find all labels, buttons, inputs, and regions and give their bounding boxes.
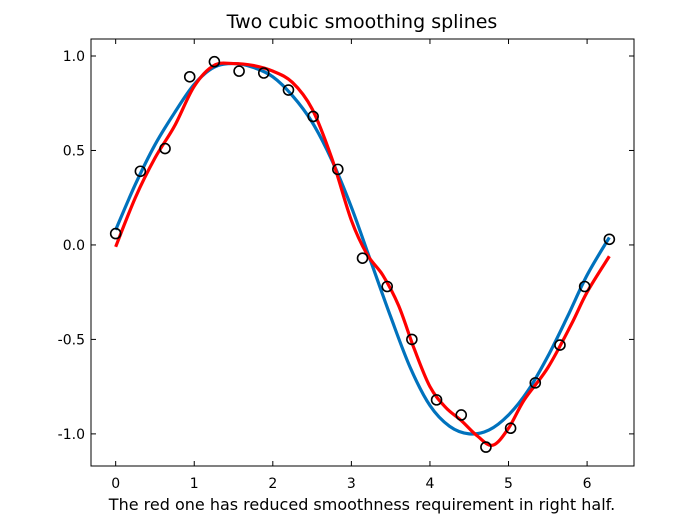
data-point-marker — [578, 280, 591, 293]
series-layer — [114, 61, 611, 447]
data-point-marker — [332, 163, 344, 176]
y-tick-label: -1.0 — [58, 427, 85, 443]
x-axis: 0 1 2 3 4 5 6 — [111, 39, 592, 492]
y-axis: 1.0 0.5 0.0 -0.5 -1.0 — [58, 49, 634, 443]
data-point-marker — [233, 65, 245, 77]
data-point-marker — [183, 70, 196, 83]
data-point-marker — [430, 394, 443, 406]
data-point-marker — [529, 377, 542, 389]
data-point-marker — [159, 142, 171, 155]
data-point-marker — [257, 67, 270, 79]
x-tick-label: 2 — [268, 476, 277, 492]
x-tick-label: 4 — [425, 476, 434, 492]
x-tick-label: 5 — [504, 476, 513, 492]
data-point-marker — [455, 409, 468, 421]
data-point-marker — [504, 422, 517, 435]
data-point-marker — [603, 233, 616, 246]
data-point-marker — [554, 339, 566, 351]
red-spline-line — [114, 61, 611, 447]
y-tick-label: 1.0 — [63, 49, 85, 65]
x-tick-label: 3 — [347, 476, 356, 492]
x-axis-label: The red one has reduced smoothness requi… — [108, 495, 615, 514]
chart-title: Two cubic smoothing splines — [226, 11, 498, 33]
data-point-marker — [208, 55, 221, 68]
data-point-marker — [406, 333, 418, 346]
data-point-marker — [109, 227, 122, 240]
y-tick-label: -0.5 — [58, 332, 85, 348]
x-tick-label: 0 — [111, 476, 120, 492]
data-point-marker — [381, 280, 393, 293]
x-tick-label: 1 — [190, 476, 199, 492]
data-point-marker — [307, 110, 319, 123]
y-tick-label: 0.5 — [63, 143, 85, 159]
x-tick-label: 6 — [583, 476, 592, 492]
data-point-marker — [134, 165, 147, 178]
data-points — [109, 55, 616, 453]
y-tick-label: 0.0 — [63, 238, 85, 254]
data-point-marker — [282, 84, 295, 96]
data-point-marker — [480, 441, 492, 453]
data-point-marker — [356, 252, 369, 264]
